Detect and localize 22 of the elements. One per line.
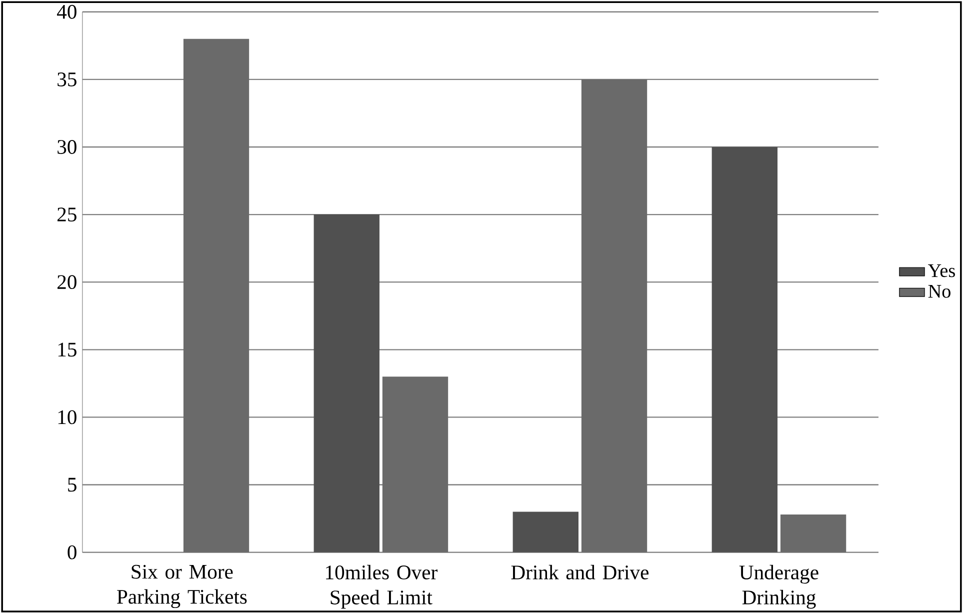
y-tick-label: 0	[68, 546, 76, 560]
bar	[382, 376, 448, 553]
y-tick-label: 15	[58, 342, 76, 357]
x-tick-label: Drink and Drive	[511, 565, 648, 580]
y-tick-label: 10	[58, 410, 76, 424]
bar	[581, 80, 648, 553]
y-tick-label: 20	[58, 275, 76, 290]
y-tick-label: 5	[68, 478, 76, 492]
y-tick-label: 30	[58, 140, 76, 154]
bar	[712, 147, 778, 553]
y-tick-label: 35	[58, 72, 76, 87]
x-tick-label: Six or More Parking Tickets	[117, 565, 247, 608]
legend-label: Yes	[928, 264, 955, 278]
legend-label: No	[928, 285, 950, 298]
bar	[512, 512, 578, 553]
y-tick-label: 40	[56, 5, 76, 20]
bar	[314, 214, 380, 553]
y-tick-label: 25	[58, 208, 76, 222]
x-tick-label: Underage Drinking	[739, 565, 818, 609]
bar	[780, 514, 846, 553]
x-tick-label: 10miles Over Speed Limit	[326, 565, 438, 609]
bar	[183, 39, 250, 553]
